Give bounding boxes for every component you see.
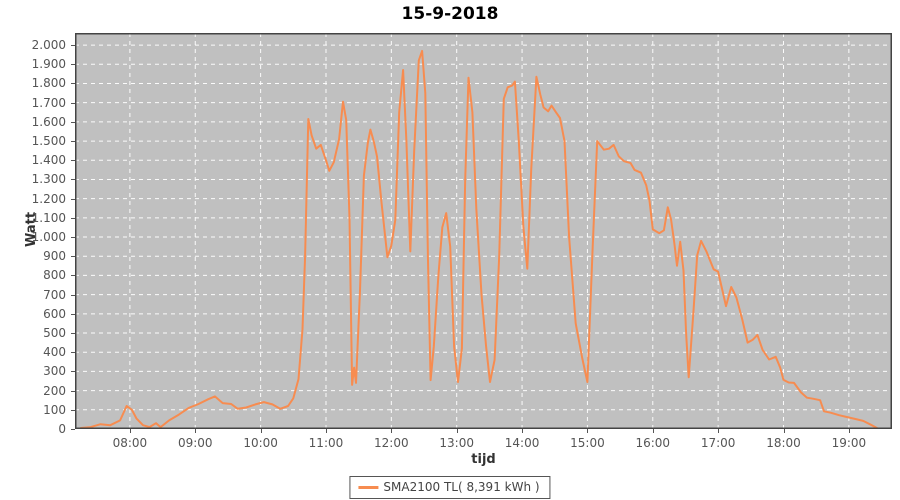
y-tick-mark	[71, 198, 75, 200]
x-tick-label: 10:00	[243, 436, 278, 450]
x-tick-mark	[652, 429, 654, 433]
plot-frame	[75, 33, 892, 429]
x-tick-mark	[260, 429, 262, 433]
y-tick-mark	[71, 294, 75, 296]
x-tick-label: 08:00	[112, 436, 148, 450]
chart-title: 15-9-2018	[401, 4, 499, 24]
y-tick-label: 1.900	[31, 57, 66, 72]
y-tick-mark	[71, 333, 75, 335]
y-tick-label: 100	[43, 402, 66, 417]
y-tick-label: 1.700	[31, 95, 66, 110]
y-tick-mark	[71, 313, 75, 315]
x-tick-mark	[456, 429, 458, 433]
y-tick-label: 1.100	[31, 210, 66, 225]
y-tick-mark	[71, 237, 75, 239]
y-tick-mark	[71, 275, 75, 277]
y-tick-label: 1.400	[31, 153, 66, 168]
x-tick-label: 12:00	[374, 436, 409, 450]
y-tick-mark	[71, 102, 75, 104]
y-tick-mark	[71, 429, 75, 430]
x-tick-label: 17:00	[700, 436, 736, 450]
y-tick-mark	[71, 141, 75, 143]
y-tick-label: 800	[43, 268, 66, 283]
plot-area	[75, 33, 892, 429]
y-tick-mark	[71, 160, 75, 162]
legend-series-label: SMA2100 TL( 8,391 kWh )	[383, 480, 540, 494]
x-tick-mark	[587, 429, 589, 433]
y-tick-label: 200	[43, 383, 66, 398]
y-tick-label: 1.800	[31, 76, 66, 91]
y-tick-label: 400	[43, 345, 66, 360]
y-tick-label: 700	[43, 287, 66, 302]
x-tick-label: 14:00	[504, 436, 540, 450]
x-tick-label: 15:00	[570, 436, 605, 450]
x-tick-mark	[129, 429, 131, 433]
y-tick-mark	[71, 352, 75, 354]
plot-background	[75, 33, 892, 429]
y-tick-label: 1.500	[31, 134, 66, 149]
x-tick-mark	[195, 429, 197, 433]
y-tick-label: 600	[43, 306, 66, 321]
x-tick-label: 09:00	[177, 436, 213, 450]
x-tick-mark	[848, 429, 850, 433]
x-tick-label: 16:00	[635, 436, 671, 450]
legend: SMA2100 TL( 8,391 kWh )	[349, 476, 551, 499]
y-tick-mark	[71, 371, 75, 373]
y-tick-mark	[71, 217, 75, 219]
y-tick-label: 1.600	[31, 114, 66, 129]
x-tick-mark	[522, 429, 524, 433]
y-tick-mark	[71, 121, 75, 123]
y-tick-label: 2.000	[31, 38, 66, 53]
y-tick-mark	[71, 45, 75, 47]
y-tick-mark	[71, 390, 75, 392]
y-tick-label: 0	[58, 422, 66, 436]
y-tick-mark	[71, 409, 75, 411]
y-tick-label: 900	[43, 249, 66, 264]
y-tick-label: 300	[43, 364, 66, 379]
y-tick-label: 500	[43, 326, 66, 341]
x-tick-label: 13:00	[439, 436, 474, 450]
y-tick-mark	[71, 83, 75, 85]
y-tick-label: 1.300	[31, 172, 66, 187]
legend-line-swatch-icon	[358, 485, 379, 489]
x-tick-mark	[718, 429, 720, 433]
x-tick-mark	[783, 429, 785, 433]
x-tick-label: 18:00	[766, 436, 801, 450]
y-tick-mark	[71, 64, 75, 66]
x-tick-label: 11:00	[308, 436, 344, 450]
y-tick-mark	[71, 179, 75, 181]
y-tick-mark	[71, 256, 75, 258]
x-axis-label: tijd	[471, 452, 496, 467]
y-tick-label: 1.000	[31, 230, 66, 245]
series-line	[79, 49, 878, 429]
x-tick-mark	[325, 429, 327, 433]
x-tick-label: 19:00	[831, 436, 867, 450]
x-tick-mark	[391, 429, 393, 433]
y-tick-label: 1.200	[31, 191, 66, 206]
